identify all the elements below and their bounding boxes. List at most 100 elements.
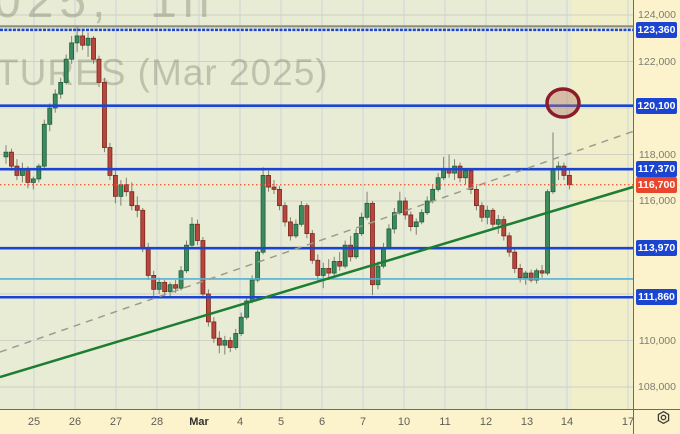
candle-down xyxy=(506,235,512,253)
candle-down xyxy=(216,337,222,346)
candle-up xyxy=(118,184,124,197)
candle-down xyxy=(140,209,146,248)
candle-up xyxy=(397,200,403,214)
ascending-green-trendline[interactable] xyxy=(0,185,634,379)
candle-down xyxy=(479,205,485,218)
candle-up xyxy=(298,205,304,225)
candle-up xyxy=(156,281,162,290)
candle-down xyxy=(25,168,31,183)
axis-settings-icon[interactable] xyxy=(655,409,672,431)
candle-up xyxy=(391,212,397,230)
level-price-badge: 120,100 xyxy=(636,97,677,114)
candle-down xyxy=(337,261,343,267)
candle-down xyxy=(227,340,233,348)
price-axis-label: 122,000 xyxy=(638,55,676,68)
time-axis-label: Mar xyxy=(189,416,209,428)
candle-up xyxy=(244,300,250,318)
candle-down xyxy=(567,175,572,186)
time-axis-label: 14 xyxy=(560,416,574,428)
candle-up xyxy=(58,82,64,95)
candle-up xyxy=(495,219,501,225)
candle-down xyxy=(468,170,474,190)
candle-up xyxy=(424,200,430,214)
candle-down xyxy=(151,274,157,290)
circle-annotation[interactable] xyxy=(545,87,581,119)
time-axis-label: 4 xyxy=(236,416,244,428)
candle-down xyxy=(173,284,178,289)
candle-down xyxy=(14,165,20,176)
candle-down xyxy=(91,37,96,60)
candle-down xyxy=(561,165,567,176)
candle-up xyxy=(386,228,392,248)
candle-up xyxy=(3,151,9,158)
time-axis-label: 17 xyxy=(621,416,635,428)
candle-up xyxy=(331,261,337,274)
level-price-badge: 111,860 xyxy=(636,289,677,306)
time-axis-label: 26 xyxy=(68,416,82,428)
candle-down xyxy=(315,259,321,276)
candle-up xyxy=(36,165,42,180)
candle-up xyxy=(413,221,419,227)
candle-up xyxy=(41,123,47,167)
time-axis[interactable]: 25 26 27 28 Mar 4 5 6 7 10 11 12 13 14 17 xyxy=(0,409,680,434)
chart-canvas[interactable] xyxy=(0,0,634,409)
level-price-badge: 123,360 xyxy=(636,21,677,38)
candle-down xyxy=(80,35,85,46)
price-axis-label: 124,000 xyxy=(638,9,676,21)
price-axis-label: 110,000 xyxy=(638,334,676,347)
candle-up xyxy=(222,340,228,346)
candle-down xyxy=(288,221,293,237)
level-price-badge: 113,970 xyxy=(636,240,677,257)
candle-down xyxy=(282,205,288,223)
candle-up xyxy=(255,251,261,281)
time-axis-label: 5 xyxy=(277,416,285,428)
time-axis-label: 10 xyxy=(397,416,411,428)
candle-down xyxy=(370,202,375,286)
candle-down xyxy=(9,151,14,167)
candle-down xyxy=(277,188,282,207)
candle-down xyxy=(501,219,507,237)
candle-down xyxy=(96,58,102,83)
candle-down xyxy=(211,321,217,339)
candle-up xyxy=(364,202,370,218)
candle-down xyxy=(107,147,113,176)
candle-down xyxy=(474,188,479,207)
candle-up xyxy=(30,178,36,183)
level-price-badge: 117,370 xyxy=(636,161,677,178)
candle-up xyxy=(375,265,381,286)
candle-up xyxy=(523,272,529,279)
candle-down xyxy=(408,214,414,227)
candle-down xyxy=(402,200,408,216)
candle-up xyxy=(233,333,239,348)
candle-down xyxy=(517,268,523,279)
candle-down xyxy=(145,247,151,276)
candle-up xyxy=(167,284,173,293)
candle-up xyxy=(189,223,195,246)
candle-up xyxy=(419,212,425,223)
time-axis-label: 13 xyxy=(520,416,534,428)
time-axis-label: 11 xyxy=(439,416,451,428)
price-axis-label: 116,000 xyxy=(638,195,676,207)
candle-down xyxy=(266,175,271,188)
candle-up xyxy=(320,268,326,276)
candle-down xyxy=(326,268,332,274)
price-axis[interactable]: 124,000122,000118,000116,000112,000110,0… xyxy=(633,0,680,409)
candle-down xyxy=(102,82,107,148)
candle-down xyxy=(490,209,496,225)
candle-up xyxy=(484,209,490,218)
candle-down xyxy=(195,223,200,241)
candle-up xyxy=(47,107,53,125)
candle-down xyxy=(457,165,463,179)
dashed-gray-channel-line[interactable] xyxy=(0,129,634,353)
time-axis-label: 12 xyxy=(479,416,493,428)
candle-up xyxy=(52,93,58,109)
candle-up xyxy=(63,58,69,83)
candle-up xyxy=(342,244,348,267)
candle-down xyxy=(512,251,518,269)
candle-down xyxy=(205,293,211,323)
candle-up xyxy=(550,168,556,193)
candle-up xyxy=(293,223,299,237)
candle-up xyxy=(463,170,468,179)
time-axis-label: 7 xyxy=(359,416,367,428)
